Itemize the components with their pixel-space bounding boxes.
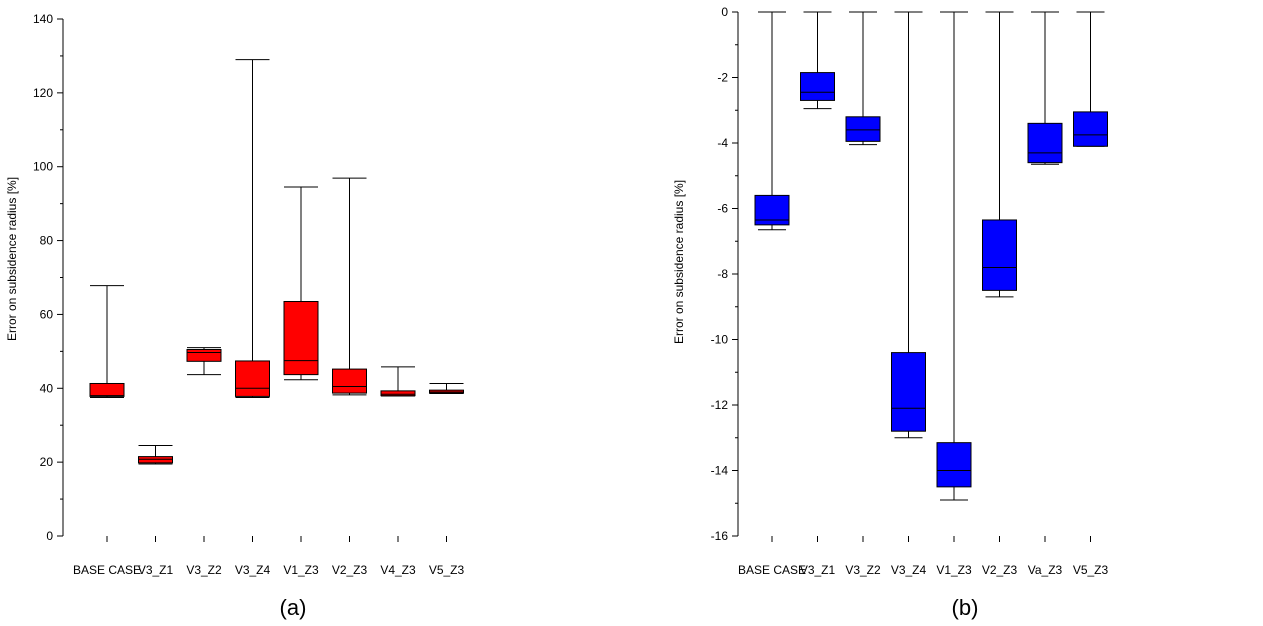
y-tick-label-a: 100 [33,160,53,174]
y-tick-label-a: 40 [40,381,54,395]
y-tick-label-b: 0 [721,5,728,19]
caption-b: (b) [952,595,979,620]
x-tick-label-a: V2_Z3 [332,563,368,577]
x-tick-label-b: V2_Z3 [982,563,1018,577]
x-tick-label-b: BASE CASE [738,563,806,577]
box-b [1073,111,1108,147]
y-tick-label-b: -10 [711,333,729,347]
box-b [982,219,1017,291]
x-tick-label-a: V3_Z1 [138,563,174,577]
box-a [235,360,270,397]
caption-a: (a) [280,595,307,620]
box-b [845,116,881,142]
x-tick-label-a: V3_Z2 [186,563,222,577]
x-tick-label-a: V3_Z4 [235,563,271,577]
x-tick-label-a: V4_Z3 [380,563,416,577]
y-tick-label-b: -4 [717,136,728,150]
box-a [186,349,222,362]
box-b [891,352,926,432]
box-b [1027,122,1063,164]
y-tick-label-a: 20 [40,455,54,469]
box-a [89,382,125,397]
x-tick-label-a: V1_Z3 [283,563,319,577]
x-tick-label-b: Va_Z3 [1028,563,1063,577]
y-tick-label-b: -12 [711,398,729,412]
box-a [332,368,367,394]
box-b [800,72,835,101]
y-tick-label-a: 140 [33,12,53,26]
y-tick-label-b: -14 [711,464,729,478]
chart-panel-b: Error on subsidence radius [%] (b) -16 -1… [672,5,1109,620]
y-tick-label-b: -8 [717,267,728,281]
x-tick-label-b: V3_Z2 [845,563,881,577]
box-a [283,301,319,376]
x-tick-label-b: V3_Z4 [891,563,927,577]
box-a [138,456,173,464]
y-tick-label-a: 0 [46,529,53,543]
box-a [380,390,416,397]
y-tick-label-b: -16 [711,529,729,543]
x-tick-label-b: V1_Z3 [936,563,972,577]
y-tick-label-a: 80 [40,234,54,248]
y-tick-label-a: 60 [40,307,54,321]
x-tick-label-b: V3_Z1 [800,563,836,577]
x-tick-label-a: BASE CASE [73,563,141,577]
x-tick-label-a: V5_Z3 [429,563,465,577]
y-axis-label-a: Error on subsidence radius [%] [5,177,19,341]
y-tick-label-a: 120 [33,86,53,100]
y-axis-label-b: Error on subsidence radius [%] [672,180,686,344]
box-b [936,442,972,488]
chart-panel-a: Error on subsidence radius [%] (a) 0 20 40… [5,12,465,620]
y-tick-label-b: -2 [717,71,728,85]
x-tick-label-b: V5_Z3 [1073,563,1109,577]
y-tick-label-b: -6 [717,202,728,216]
